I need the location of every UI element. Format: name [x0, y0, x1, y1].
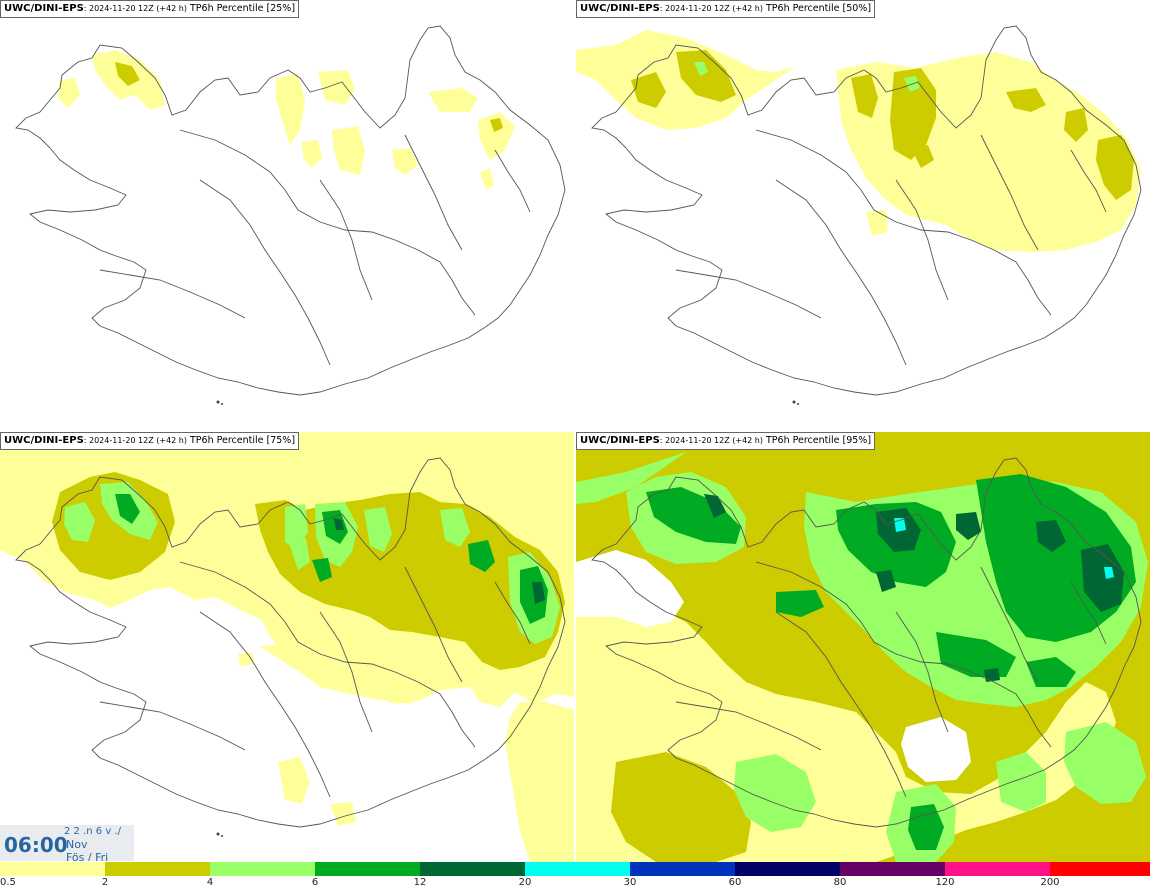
panel-run: : 2024-11-20 12Z (+42 h)	[83, 4, 187, 13]
colorbar-swatch	[525, 862, 630, 876]
colorbar-swatch	[630, 862, 735, 876]
colorbar-swatch	[0, 862, 105, 876]
map-panel-p25: UWC/DINI-EPS: 2024-11-20 12Z (+42 h) TP6…	[0, 0, 574, 430]
panel-run: : 2024-11-20 12Z (+42 h)	[83, 436, 187, 445]
panel-field: TP6h Percentile [50%]	[762, 3, 872, 14]
valid-time-badge: 06:00 2 2 .n 6 v ./ Nov Fös / Fri	[0, 825, 134, 861]
colorbar-tick-label: 200	[1040, 877, 1060, 888]
colorbar	[0, 862, 1150, 876]
panel-title: UWC/DINI-EPS: 2024-11-20 12Z (+42 h) TP6…	[0, 0, 300, 18]
colorbar-swatch	[1050, 862, 1150, 876]
colorbar-tick-label: 2	[101, 877, 109, 888]
colorbar-tick-label: 20	[518, 877, 532, 888]
precip-field	[0, 432, 574, 862]
valid-time-weekday: Fös / Fri	[66, 851, 109, 861]
colorbar-swatch	[840, 862, 945, 876]
colorbar-tick-label: 60	[728, 877, 742, 888]
panel-field: TP6h Percentile [75%]	[186, 435, 296, 446]
valid-time-month: Nov	[66, 838, 88, 851]
island-dots	[216, 832, 223, 837]
coastline-outline	[15, 457, 566, 828]
colorbar-swatch	[315, 862, 420, 876]
valid-time-clock: 06:00	[4, 833, 68, 857]
map-panel-p95: UWC/DINI-EPS: 2024-11-20 12Z (+42 h) TP6…	[576, 432, 1150, 862]
panel-source: UWC/DINI-EPS	[580, 435, 660, 446]
precip-field	[58, 50, 515, 190]
colorbar-tick-label: 120	[935, 877, 955, 888]
precip-field	[576, 432, 1150, 862]
colorbar-legend: 0.5 2 4 6 12 20 30 60 80 120 200	[0, 862, 1150, 891]
colorbar-labels: 0.5 2 4 6 12 20 30 60 80 120 200	[0, 877, 1150, 891]
island-dots	[792, 400, 799, 405]
valid-time-date: 2 2 .n 6 v ./	[64, 826, 121, 837]
colorbar-tick-label: 4	[206, 877, 214, 888]
colorbar-swatch	[735, 862, 840, 876]
map-panel-p50: UWC/DINI-EPS: 2024-11-20 12Z (+42 h) TP6…	[576, 0, 1150, 430]
coastline-outline	[15, 25, 566, 396]
coastline-outline	[591, 25, 1142, 396]
colorbar-swatch	[210, 862, 315, 876]
panel-title: UWC/DINI-EPS: 2024-11-20 12Z (+42 h) TP6…	[576, 432, 876, 450]
colorbar-swatch	[420, 862, 525, 876]
panel-title: UWC/DINI-EPS: 2024-11-20 12Z (+42 h) TP6…	[576, 0, 876, 18]
panel-source: UWC/DINI-EPS	[4, 3, 84, 14]
colorbar-tick-label: 80	[833, 877, 847, 888]
island-dots	[216, 400, 223, 405]
panel-source: UWC/DINI-EPS	[580, 3, 660, 14]
colorbar-swatch	[105, 862, 210, 876]
panel-run: : 2024-11-20 12Z (+42 h)	[659, 436, 763, 445]
map-canvas	[0, 432, 574, 862]
colorbar-tick-label: 12	[413, 877, 427, 888]
coastline-outline	[591, 457, 1142, 828]
map-canvas	[576, 25, 1142, 405]
precip-field	[576, 30, 1141, 252]
panel-title: UWC/DINI-EPS: 2024-11-20 12Z (+42 h) TP6…	[0, 432, 300, 450]
panel-source: UWC/DINI-EPS	[4, 435, 84, 446]
map-canvas	[15, 25, 566, 405]
colorbar-swatch	[945, 862, 1050, 876]
colorbar-tick-label: 0.5	[0, 877, 16, 888]
panel-field: TP6h Percentile [95%]	[762, 435, 872, 446]
panel-field: TP6h Percentile [25%]	[186, 3, 296, 14]
colorbar-tick-label: 6	[311, 877, 319, 888]
panel-run: : 2024-11-20 12Z (+42 h)	[659, 4, 763, 13]
map-panel-p75: UWC/DINI-EPS: 2024-11-20 12Z (+42 h) TP6…	[0, 432, 574, 862]
map-canvas	[576, 432, 1150, 862]
colorbar-tick-label: 30	[623, 877, 637, 888]
